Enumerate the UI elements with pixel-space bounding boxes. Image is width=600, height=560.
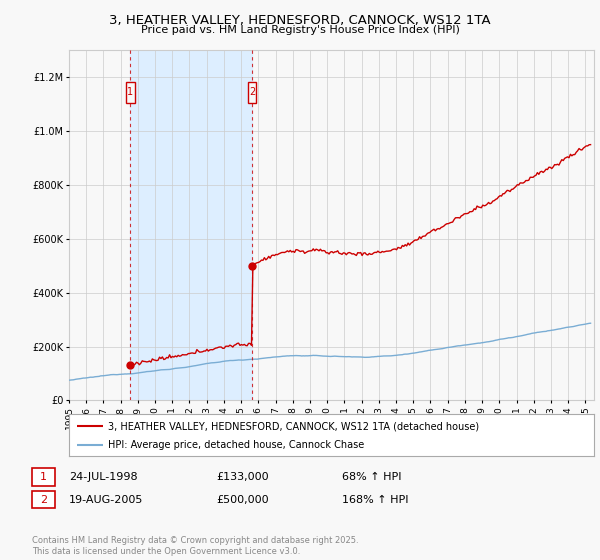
Text: HPI: Average price, detached house, Cannock Chase: HPI: Average price, detached house, Cann…	[109, 440, 365, 450]
Text: 2: 2	[249, 87, 255, 97]
Text: £500,000: £500,000	[216, 494, 269, 505]
Text: 19-AUG-2005: 19-AUG-2005	[69, 494, 143, 505]
Text: 168% ↑ HPI: 168% ↑ HPI	[342, 494, 409, 505]
Text: 1: 1	[40, 472, 47, 482]
Text: 68% ↑ HPI: 68% ↑ HPI	[342, 472, 401, 482]
Text: 2: 2	[40, 494, 47, 505]
Text: Price paid vs. HM Land Registry's House Price Index (HPI): Price paid vs. HM Land Registry's House …	[140, 25, 460, 35]
Text: Contains HM Land Registry data © Crown copyright and database right 2025.
This d: Contains HM Land Registry data © Crown c…	[32, 536, 358, 556]
Text: 3, HEATHER VALLEY, HEDNESFORD, CANNOCK, WS12 1TA: 3, HEATHER VALLEY, HEDNESFORD, CANNOCK, …	[109, 14, 491, 27]
Text: 24-JUL-1998: 24-JUL-1998	[69, 472, 137, 482]
FancyBboxPatch shape	[126, 82, 134, 103]
Text: 3, HEATHER VALLEY, HEDNESFORD, CANNOCK, WS12 1TA (detached house): 3, HEATHER VALLEY, HEDNESFORD, CANNOCK, …	[109, 421, 479, 431]
FancyBboxPatch shape	[248, 82, 256, 103]
Bar	[130, 50, 252, 400]
Text: 1: 1	[127, 87, 133, 97]
Text: £133,000: £133,000	[216, 472, 269, 482]
